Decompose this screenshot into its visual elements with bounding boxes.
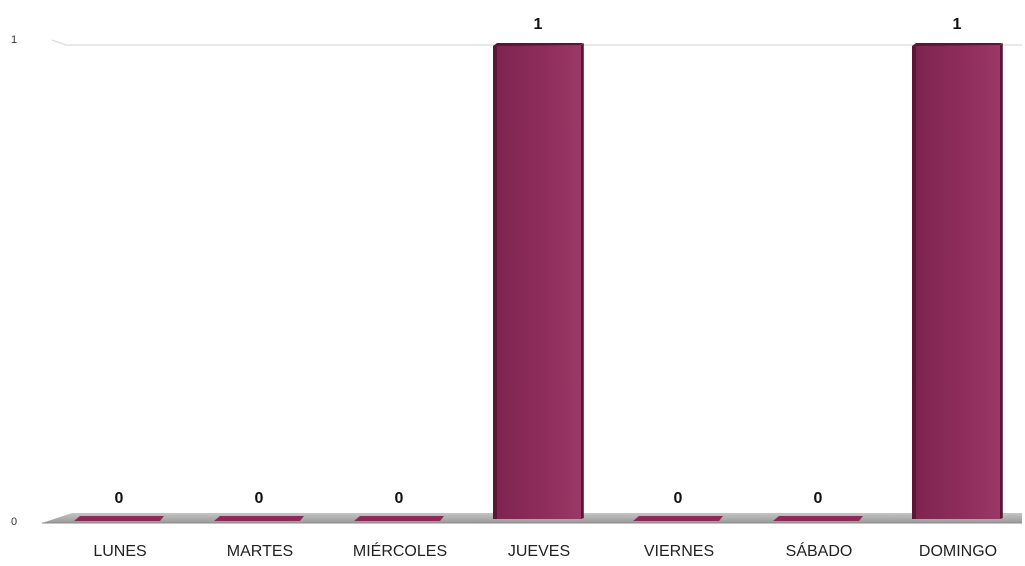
y-tick-label: 0 [11,516,17,528]
bar [633,516,723,521]
y-tick-label: 1 [11,34,17,46]
bar-top [493,43,583,46]
x-tick-label: DOMINGO [919,543,997,560]
bar [214,516,304,521]
x-tick-label: LUNES [93,543,146,560]
x-tick-label: SÁBADO [786,541,853,560]
bar-edge [493,46,497,519]
bar-side [1000,43,1003,519]
bar [497,45,581,519]
bar [916,45,1000,519]
bar [773,516,863,521]
bars [74,43,1003,521]
data-label: 0 [395,490,404,507]
data-label: 1 [534,16,543,33]
x-tick-label: MIÉRCOLES [353,541,447,560]
data-label: 1 [953,16,962,33]
data-label: 0 [255,490,264,507]
x-tick-label: VIERNES [644,543,714,560]
data-label: 0 [115,490,124,507]
gridlines [51,39,1022,46]
data-label: 0 [674,490,683,507]
bar-top [912,43,1002,46]
gridline-1 [51,39,1022,46]
bar-side [581,43,584,519]
y-axis: 01 [11,34,17,528]
data-labels: 0 0 0 1 0 0 1 [115,16,962,507]
bar [354,516,444,521]
x-tick-label: JUEVES [508,543,570,560]
bar-edge [912,46,916,519]
bar [74,516,164,521]
x-axis: LUNES MARTES MIÉRCOLES JUEVES VIERNES SÁBADO D… [93,541,997,560]
data-label: 0 [814,490,823,507]
x-tick-label: MARTES [227,543,293,560]
